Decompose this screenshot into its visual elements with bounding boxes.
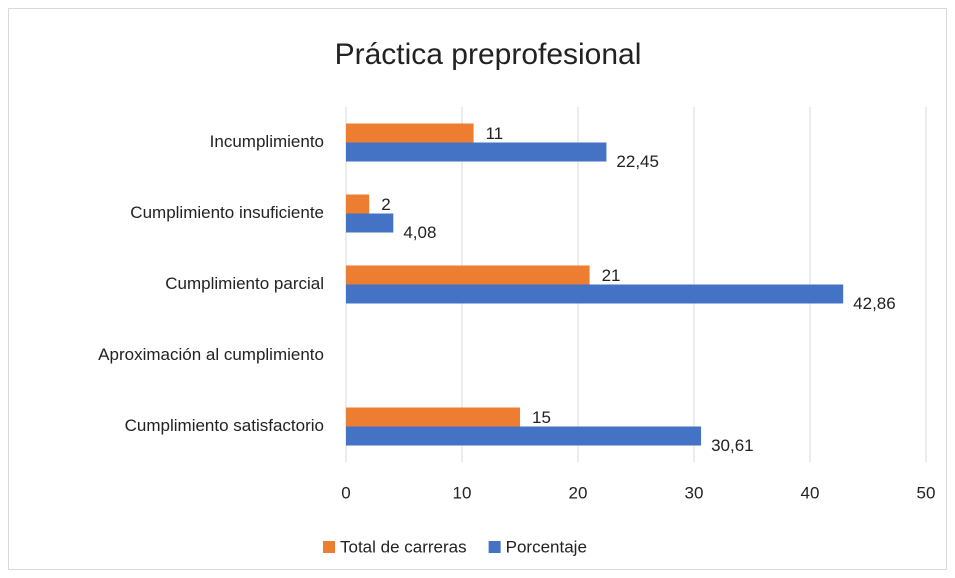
bar: [346, 407, 520, 427]
x-tick-label: 10: [453, 483, 472, 502]
data-label: 4,08: [403, 223, 436, 242]
legend-swatch: [323, 541, 335, 553]
data-label: 30,61: [711, 436, 754, 455]
bar: [346, 123, 474, 143]
x-tick-label: 30: [685, 483, 704, 502]
x-tick-label: 20: [569, 483, 588, 502]
y-tick-label: Incumplimiento: [210, 132, 324, 151]
y-tick-label: Cumplimiento insuficiente: [130, 203, 324, 222]
data-label: 21: [602, 266, 621, 285]
bar: [346, 194, 370, 214]
legend-label: Porcentaje: [506, 537, 587, 556]
y-tick-label: Aproximación al cumplimiento: [98, 345, 324, 364]
legend-label: Total de carreras: [340, 537, 467, 556]
data-label: 2: [381, 195, 390, 214]
x-tick-label: 50: [917, 483, 936, 502]
y-tick-label: Cumplimiento satisfactorio: [125, 416, 324, 435]
chart-title: Práctica preprofesional: [335, 38, 642, 71]
bar: [346, 213, 394, 233]
x-tick-label: 40: [801, 483, 820, 502]
bar: [346, 265, 590, 285]
bar: [346, 284, 844, 304]
x-tick-label: 0: [341, 483, 350, 502]
data-label: 22,45: [616, 152, 659, 171]
bar: [346, 426, 702, 446]
data-label: 11: [486, 124, 504, 143]
data-label: 15: [532, 408, 551, 427]
bar: [346, 142, 607, 162]
y-tick-label: Cumplimiento parcial: [165, 274, 324, 293]
legend-swatch: [488, 541, 501, 553]
data-label: 42,86: [853, 294, 896, 313]
